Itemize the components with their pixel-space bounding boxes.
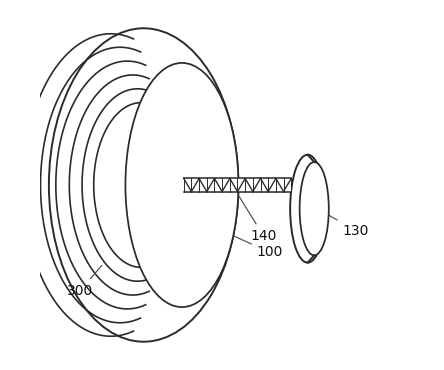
Ellipse shape: [148, 119, 211, 251]
Text: 100: 100: [225, 232, 283, 259]
Ellipse shape: [300, 162, 329, 255]
Ellipse shape: [49, 28, 238, 342]
Text: 140: 140: [236, 192, 277, 243]
Text: 300: 300: [67, 265, 102, 298]
Ellipse shape: [154, 133, 204, 237]
Ellipse shape: [131, 76, 233, 294]
Ellipse shape: [143, 104, 218, 266]
Ellipse shape: [125, 63, 238, 307]
Bar: [184, 178, 291, 192]
Ellipse shape: [290, 155, 325, 263]
Ellipse shape: [137, 90, 226, 280]
Text: 130: 130: [320, 210, 369, 238]
